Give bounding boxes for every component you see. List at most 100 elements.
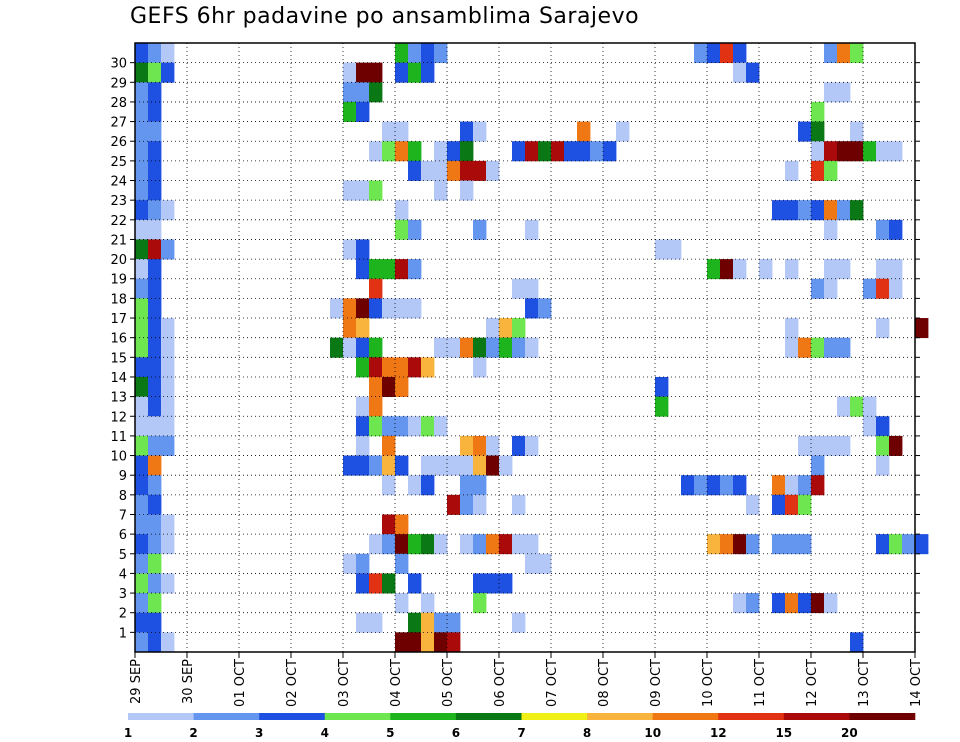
heatmap-cell xyxy=(148,141,162,162)
heatmap-cell xyxy=(473,337,487,358)
heatmap-cell xyxy=(850,141,864,162)
y-tick-label: 8 xyxy=(119,489,127,504)
heatmap-cell xyxy=(135,239,149,260)
heatmap-cell xyxy=(382,475,396,496)
heatmap-cell xyxy=(772,593,786,614)
x-tick-label: 29 SEP xyxy=(129,659,144,704)
heatmap-cell xyxy=(148,318,162,339)
heatmap-cell xyxy=(837,200,851,221)
heatmap-cell xyxy=(356,101,370,122)
heatmap-cell xyxy=(798,200,812,221)
heatmap-cell xyxy=(746,593,760,614)
heatmap-cell xyxy=(447,141,461,162)
heatmap-cell xyxy=(824,337,838,358)
heatmap-cell xyxy=(447,337,461,358)
heatmap-cell xyxy=(135,573,149,594)
heatmap-cell xyxy=(395,593,409,614)
heatmap-cell xyxy=(161,200,175,221)
heatmap-cell xyxy=(434,180,448,201)
heatmap-cell xyxy=(798,494,812,515)
heatmap-cell xyxy=(733,534,747,555)
heatmap-cell xyxy=(746,534,760,555)
heatmap-cell xyxy=(356,180,370,201)
heatmap-cell xyxy=(577,141,591,162)
heatmap-cell xyxy=(824,435,838,456)
heatmap-cell xyxy=(135,396,149,417)
heatmap-cell xyxy=(733,593,747,614)
heatmap-cell xyxy=(356,455,370,476)
heatmap-cell xyxy=(382,259,396,280)
heatmap-cell xyxy=(824,278,838,299)
heatmap-cell xyxy=(824,200,838,221)
heatmap-cell xyxy=(343,318,357,339)
heatmap-cell xyxy=(876,259,890,280)
heatmap-cell xyxy=(785,200,799,221)
heatmap-cell xyxy=(421,357,435,378)
heatmap-cell xyxy=(161,632,175,653)
heatmap-cell xyxy=(473,455,487,476)
colorbar-label: 10 xyxy=(644,726,661,740)
heatmap-cell xyxy=(434,141,448,162)
heatmap-cell xyxy=(850,200,864,221)
heatmap-cell xyxy=(772,494,786,515)
heatmap-cell xyxy=(408,141,422,162)
heatmap-cell xyxy=(343,101,357,122)
heatmap-cell xyxy=(473,219,487,240)
x-tick-label: 06 OCT xyxy=(493,659,508,707)
heatmap-cell xyxy=(148,435,162,456)
heatmap-cell xyxy=(434,632,448,653)
heatmap-cell xyxy=(382,534,396,555)
heatmap-cell xyxy=(837,82,851,103)
heatmap-cell xyxy=(343,239,357,260)
heatmap-cell xyxy=(486,435,500,456)
heatmap-cell xyxy=(408,219,422,240)
heatmap-cell xyxy=(668,239,682,260)
heatmap-cell xyxy=(538,553,552,574)
heatmap-cell xyxy=(369,376,383,398)
heatmap-cell xyxy=(889,435,903,456)
y-tick-label: 22 xyxy=(110,214,127,229)
heatmap-cell xyxy=(135,160,149,181)
heatmap-cell xyxy=(785,160,799,181)
heatmap-cell xyxy=(772,475,786,496)
colorbar-label: 4 xyxy=(321,726,329,740)
heatmap-cell xyxy=(135,534,149,555)
heatmap-cell xyxy=(135,553,149,574)
heatmap-cell xyxy=(863,278,877,299)
heatmap-cell xyxy=(356,357,370,378)
heatmap-cell xyxy=(889,278,903,299)
heatmap-cell xyxy=(148,121,162,142)
heatmap-cell xyxy=(369,180,383,201)
heatmap-cell xyxy=(720,475,734,496)
y-tick-label: 18 xyxy=(110,292,127,307)
heatmap-cell xyxy=(655,396,669,417)
heatmap-cell xyxy=(811,101,825,122)
heatmap-cell xyxy=(135,82,149,103)
heatmap-cell xyxy=(135,318,149,339)
x-tick-label: 09 OCT xyxy=(649,659,664,707)
heatmap-cell xyxy=(343,82,357,103)
heatmap-cell xyxy=(889,259,903,280)
heatmap-cell xyxy=(395,455,409,476)
heatmap-cell xyxy=(616,121,630,142)
heatmap-cell xyxy=(486,318,500,339)
heatmap-cell xyxy=(395,121,409,142)
heatmap-cell xyxy=(876,455,890,476)
heatmap-cell xyxy=(161,514,175,535)
heatmap-cell xyxy=(551,141,565,162)
y-tick-label: 3 xyxy=(119,587,127,602)
heatmap-cell xyxy=(733,43,747,64)
heatmap-cell xyxy=(824,82,838,103)
heatmap-cell xyxy=(356,298,370,319)
heatmap-cell xyxy=(408,62,422,83)
plot-frame xyxy=(134,42,916,653)
heatmap-cell xyxy=(525,337,539,358)
heatmap-cell xyxy=(369,357,383,378)
heatmap-cell xyxy=(785,318,799,339)
heatmap-cell xyxy=(369,298,383,319)
heatmap-cell xyxy=(486,534,500,555)
heatmap-cell xyxy=(798,475,812,496)
heatmap-cell xyxy=(889,534,903,555)
heatmap-cell xyxy=(421,593,435,614)
heatmap-cell xyxy=(148,200,162,221)
